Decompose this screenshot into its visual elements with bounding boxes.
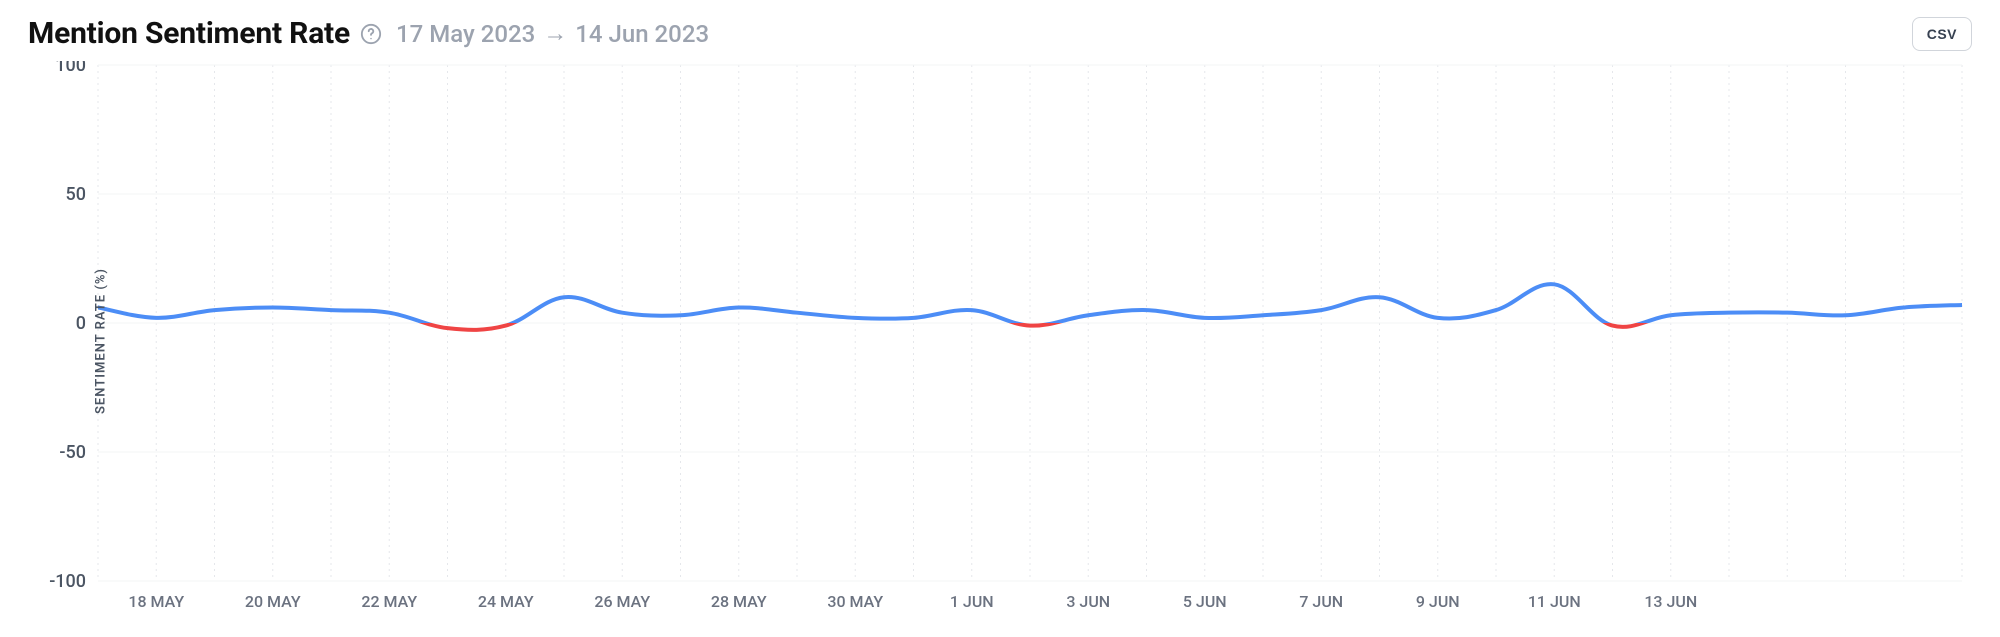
svg-text:5 JUN: 5 JUN: [1183, 592, 1227, 611]
svg-text:18 MAY: 18 MAY: [128, 592, 184, 611]
date-arrow-icon: →: [543, 19, 567, 48]
panel-title: Mention Sentiment Rate: [28, 16, 350, 51]
svg-text:26 MAY: 26 MAY: [594, 592, 650, 611]
svg-text:-50: -50: [59, 442, 86, 463]
svg-text:30 MAY: 30 MAY: [827, 592, 883, 611]
svg-text:0: 0: [76, 313, 86, 334]
svg-text:50: 50: [66, 184, 86, 205]
svg-text:20 MAY: 20 MAY: [245, 592, 301, 611]
title-block: Mention Sentiment Rate 17 May 2023 → 14 …: [28, 16, 709, 51]
svg-text:13 JUN: 13 JUN: [1644, 592, 1697, 611]
svg-text:11 JUN: 11 JUN: [1528, 592, 1581, 611]
svg-text:3 JUN: 3 JUN: [1066, 592, 1110, 611]
svg-text:9 JUN: 9 JUN: [1416, 592, 1460, 611]
svg-text:24 MAY: 24 MAY: [478, 592, 534, 611]
chart-area: SENTIMENT RATE (%) -100 -50 0 50 100 18 MAY 20…: [28, 61, 1972, 621]
date-range: 17 May 2023 → 14 Jun 2023: [396, 19, 709, 48]
svg-text:28 MAY: 28 MAY: [711, 592, 767, 611]
sentiment-panel: Mention Sentiment Rate 17 May 2023 → 14 …: [0, 0, 2000, 637]
svg-text:22 MAY: 22 MAY: [361, 592, 417, 611]
date-to: 14 Jun 2023: [575, 20, 709, 48]
svg-text:100: 100: [55, 61, 86, 76]
date-from: 17 May 2023: [396, 20, 535, 48]
svg-text:7 JUN: 7 JUN: [1299, 592, 1343, 611]
sentiment-line-chart: -100 -50 0 50 100 18 MAY 20 MAY 22 MAY 24 MAY 26 …: [28, 61, 1972, 621]
y-axis-title: SENTIMENT RATE (%): [94, 268, 109, 414]
panel-header: Mention Sentiment Rate 17 May 2023 → 14 …: [28, 16, 1972, 51]
svg-text:-100: -100: [49, 571, 86, 592]
help-icon[interactable]: [360, 23, 382, 45]
export-csv-button[interactable]: CSV: [1912, 17, 1972, 51]
svg-text:1 JUN: 1 JUN: [950, 592, 994, 611]
